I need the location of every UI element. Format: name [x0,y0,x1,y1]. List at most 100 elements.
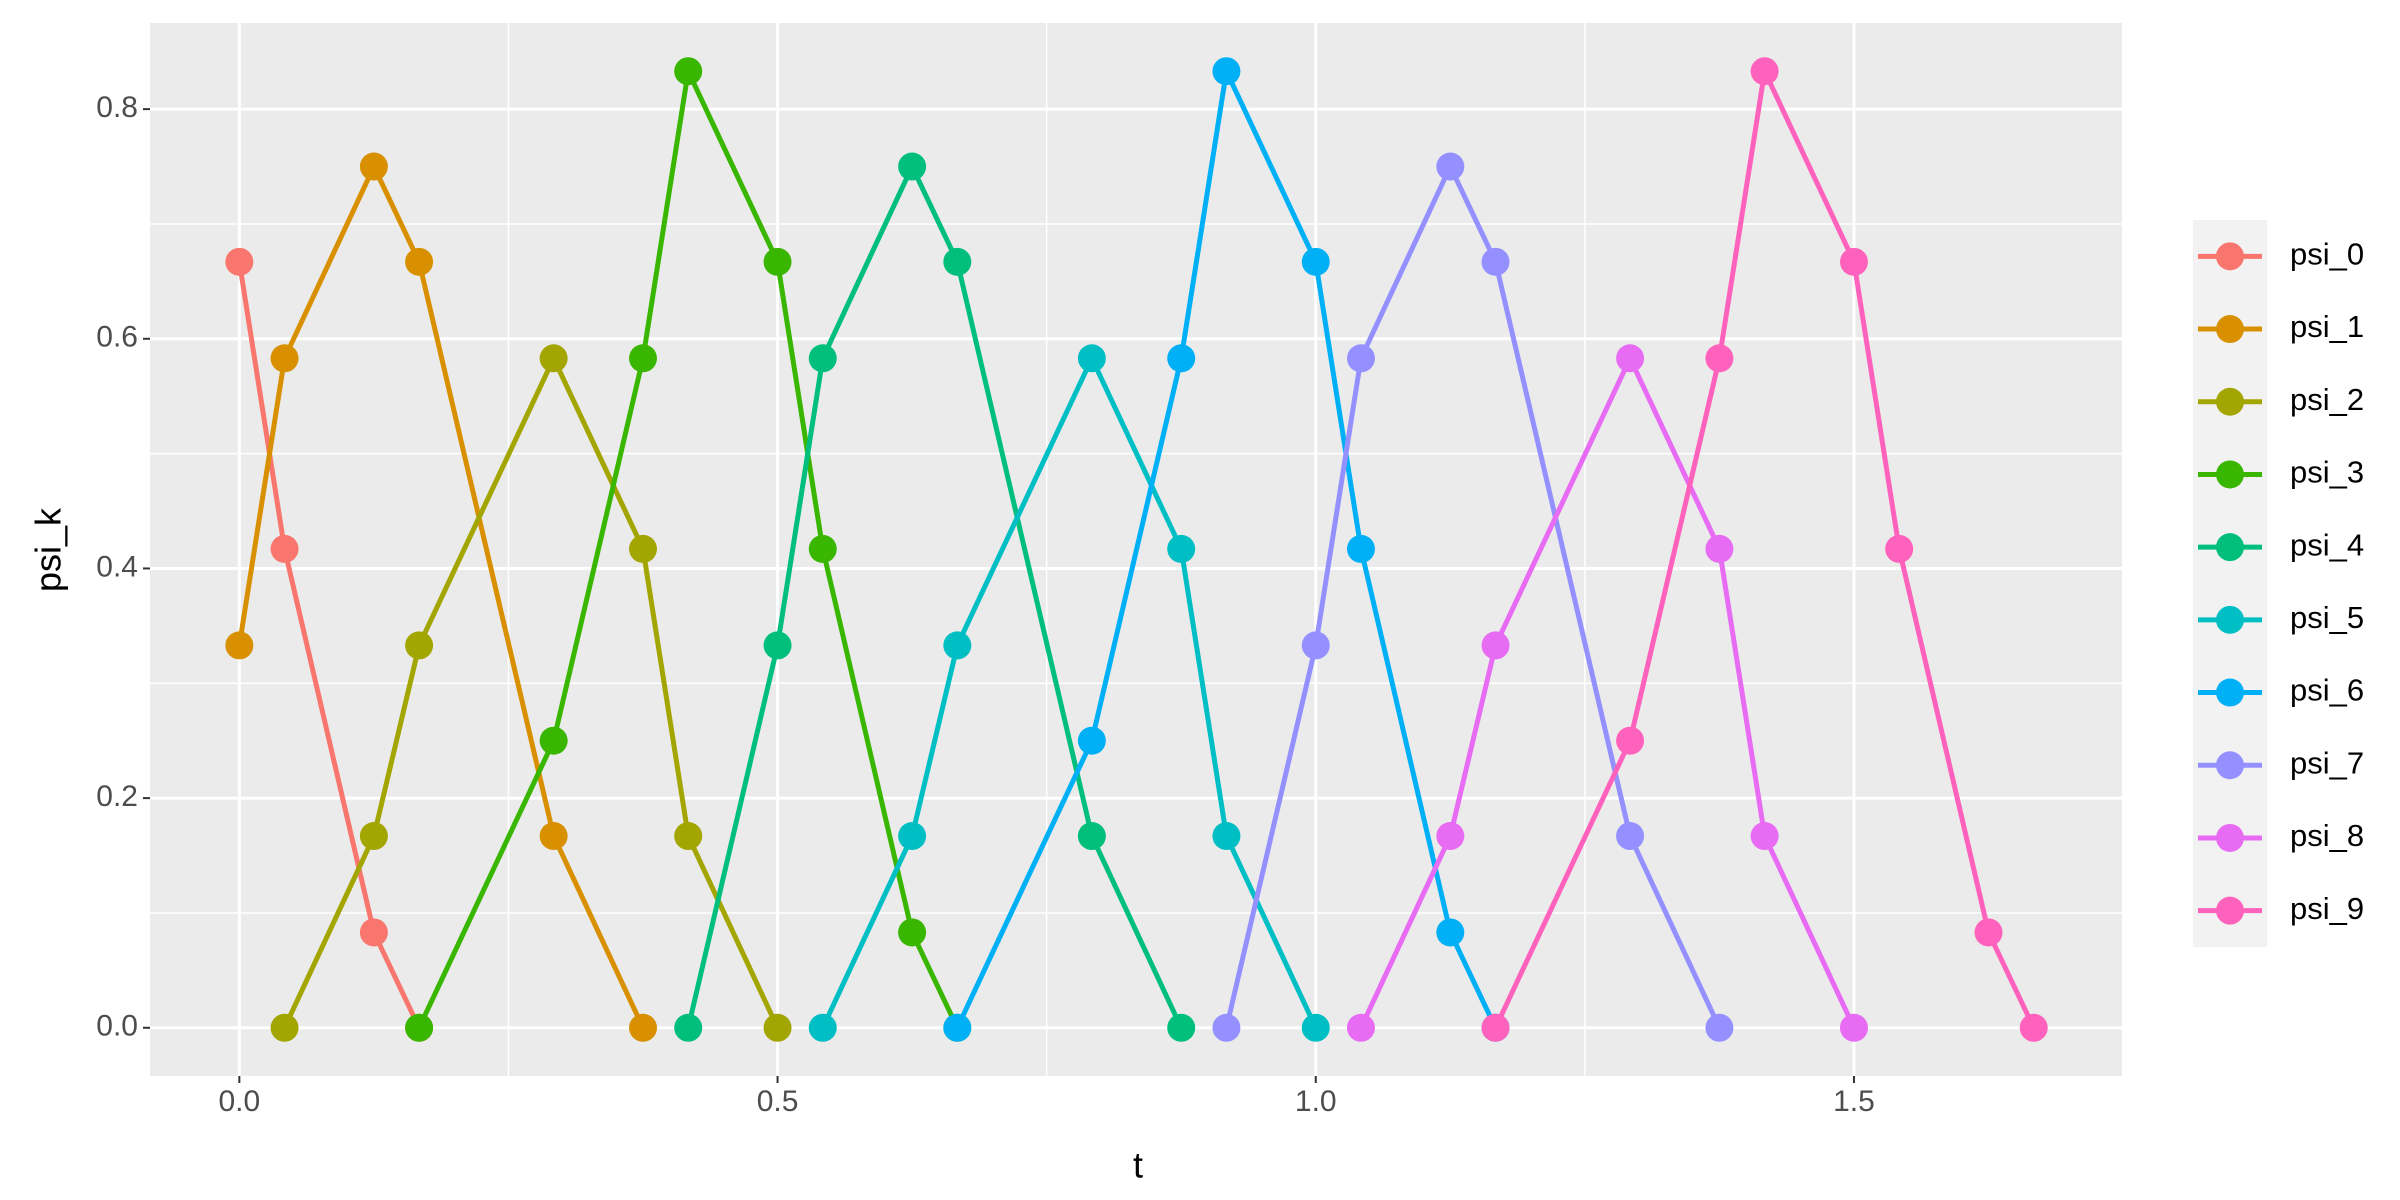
data-point [943,247,972,276]
data-point [1616,726,1645,755]
data-point [1436,152,1465,181]
legend-key-point [2216,460,2244,489]
legend-key-point [2216,751,2244,780]
data-point [359,918,388,947]
data-point [629,1013,657,1042]
data-point [1750,822,1779,851]
data-point [359,152,388,181]
data-point [1212,1013,1241,1042]
y-tick-label: 0.6 [96,321,138,354]
y-tick-label: 0.4 [96,550,138,583]
legend-label: psi_6 [2290,673,2364,708]
data-point [1301,1013,1330,1042]
data-point [225,631,254,660]
data-point [405,247,434,276]
data-point [1839,247,1868,276]
data-point [539,344,568,373]
data-point [1974,918,2003,947]
series-line [1493,62,2036,1029]
y-axis-title: psi_k [28,507,69,592]
data-point [1705,344,1734,373]
legend-label: psi_1 [2290,309,2364,344]
data-point [943,1013,972,1042]
data-point [808,344,837,373]
x-tick-label: 0.0 [218,1085,260,1118]
data-point [1346,534,1375,563]
data-point [674,57,703,86]
series-line [236,160,646,1029]
data-point [405,631,434,660]
data-point [1481,1013,1510,1042]
data-point [1705,1013,1734,1042]
data-point [1077,344,1106,373]
legend-key-point [2216,896,2244,925]
data-point [943,631,972,660]
data-point [1167,1013,1196,1042]
y-tick-label: 0.2 [96,780,138,813]
data-point [270,1013,299,1042]
x-tick-label: 1.0 [1295,1085,1337,1118]
legend-key-point [2216,315,2244,344]
data-point [1077,822,1106,851]
data-point [1750,57,1779,86]
data-point [225,247,254,276]
y-tick-label: 0.8 [96,91,138,124]
data-point [1481,247,1510,276]
legend-label: psi_0 [2290,237,2364,272]
legend-key-point [2216,678,2244,707]
data-point [359,822,388,851]
data-point [1346,1013,1375,1042]
x-tick-label: 1.5 [1833,1085,1875,1118]
data-point [674,822,703,851]
legend-key-point [2216,242,2244,271]
data-point [629,344,657,373]
legend-key-point [2216,387,2244,416]
data-point [808,1013,837,1042]
data-point [270,344,299,373]
legend-label: psi_5 [2290,600,2364,635]
legend-label: psi_9 [2290,891,2364,926]
data-point [270,534,299,563]
data-point [898,822,927,851]
legend-label: psi_8 [2290,818,2364,853]
x-tick-label: 0.5 [757,1085,799,1118]
data-point [1212,57,1241,86]
data-point [1839,1013,1868,1042]
data-point [1077,726,1106,755]
data-point [1616,822,1645,851]
data-point [898,918,927,947]
data-point [629,534,657,563]
legend-label: psi_4 [2290,527,2364,562]
y-tick-label: 0.0 [96,1010,138,1043]
data-point [1616,344,1645,373]
data-point [405,1013,434,1042]
data-point [674,1013,703,1042]
series-line [236,261,422,1029]
data-point [1705,534,1734,563]
x-axis-title: t [1133,1145,1143,1186]
data-point [1346,344,1375,373]
data-point [1212,822,1241,851]
legend-key-point [2216,823,2244,852]
data-point [763,631,792,660]
data-point [1301,631,1330,660]
data-point [808,534,837,563]
data-point [898,152,927,181]
data-point [1301,247,1330,276]
data-point [763,247,792,276]
legend-key-point [2216,533,2244,562]
data-point [1436,918,1465,947]
data-point [2019,1013,2048,1042]
legend-label: psi_7 [2290,745,2364,780]
legend-key-point [2216,605,2244,634]
legend-label: psi_3 [2290,455,2364,490]
data-point [539,726,568,755]
legend-label: psi_2 [2290,382,2364,417]
data-point [1885,534,1914,563]
data-point [1436,822,1465,851]
data-point [1167,534,1196,563]
data-point [539,822,568,851]
data-point [763,1013,792,1042]
data-point [1167,344,1196,373]
